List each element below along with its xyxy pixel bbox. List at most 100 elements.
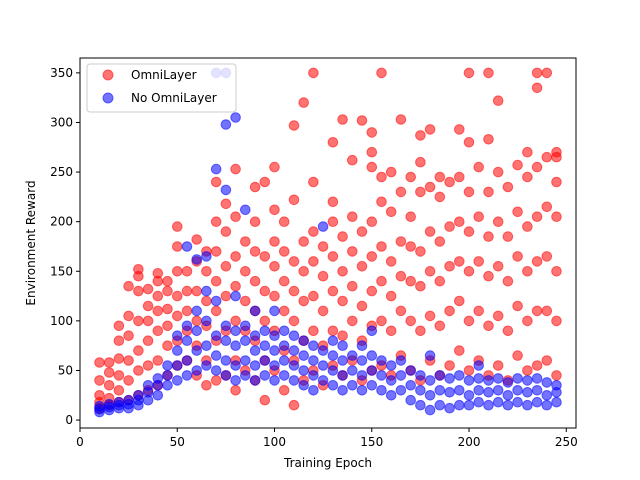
data-point — [473, 256, 485, 267]
data-point — [356, 261, 368, 272]
data-point — [133, 315, 144, 327]
data-point — [424, 375, 436, 386]
data-point — [424, 404, 436, 416]
data-point — [113, 370, 125, 381]
data-point — [172, 375, 183, 386]
data-point — [162, 370, 173, 381]
data-point — [473, 305, 485, 317]
data-point — [492, 385, 504, 396]
data-point — [133, 264, 144, 275]
data-point — [172, 360, 183, 371]
data-point — [288, 360, 300, 371]
data-point — [415, 186, 426, 198]
data-point — [473, 161, 485, 173]
data-point — [230, 375, 241, 386]
data-point — [123, 375, 134, 386]
data-point — [210, 365, 222, 376]
data-point — [434, 370, 446, 381]
data-point — [240, 295, 251, 307]
data-point — [366, 285, 378, 297]
data-point — [512, 159, 523, 171]
data-point — [94, 375, 105, 386]
x-tick-label: 100 — [263, 435, 286, 449]
data-point — [162, 340, 173, 352]
data-point — [278, 275, 290, 287]
data-point — [278, 305, 290, 317]
data-point — [278, 385, 290, 396]
legend-marker-no-omnilayer — [102, 92, 114, 104]
data-point — [220, 320, 232, 332]
data-point — [113, 385, 125, 396]
data-point — [230, 290, 241, 302]
data-point — [230, 360, 241, 371]
data-point — [483, 134, 494, 145]
data-point — [424, 390, 436, 401]
data-point — [463, 266, 475, 277]
data-point — [424, 310, 436, 322]
data-point — [376, 275, 387, 287]
data-point — [152, 268, 164, 279]
data-point — [434, 320, 446, 332]
data-point — [551, 176, 562, 188]
data-point — [181, 320, 193, 332]
data-point — [123, 330, 134, 342]
data-point — [483, 387, 494, 398]
data-point — [454, 385, 465, 396]
data-point — [259, 325, 271, 337]
data-point — [551, 211, 562, 222]
data-point — [541, 390, 553, 401]
data-point — [492, 360, 504, 371]
data-point — [454, 345, 465, 356]
data-point — [434, 236, 446, 247]
data-point — [444, 373, 455, 384]
series-no-omnilayer — [94, 67, 562, 418]
data-point — [259, 370, 271, 381]
data-point — [502, 275, 514, 287]
data-point — [191, 234, 202, 245]
y-tick-label: 0 — [65, 413, 73, 427]
data-point — [463, 390, 475, 401]
data-point — [473, 373, 485, 384]
data-point — [220, 184, 232, 196]
data-point — [317, 360, 329, 371]
data-point — [123, 310, 134, 322]
data-point — [366, 350, 378, 361]
data-point — [356, 300, 368, 312]
data-point — [317, 305, 329, 317]
data-point — [395, 114, 407, 125]
data-point — [356, 340, 368, 352]
data-point — [376, 385, 387, 396]
data-point — [531, 385, 543, 396]
data-point — [113, 320, 125, 332]
data-point — [385, 166, 397, 178]
data-point — [308, 385, 319, 396]
data-point — [113, 396, 125, 408]
data-point — [308, 325, 319, 337]
plot-frame — [79, 57, 577, 429]
data-point — [541, 67, 553, 79]
y-tick-label: 250 — [50, 165, 73, 179]
data-point — [366, 127, 378, 138]
data-point — [473, 396, 485, 408]
x-tick-label: 200 — [458, 435, 481, 449]
data-point — [162, 360, 173, 371]
data-point — [259, 340, 271, 352]
data-point — [259, 394, 271, 406]
data-point — [483, 231, 494, 242]
data-point — [210, 176, 222, 188]
data-point — [327, 325, 339, 337]
data-point — [94, 390, 105, 401]
data-point — [269, 261, 280, 272]
data-point — [366, 365, 378, 376]
data-point — [191, 285, 202, 297]
data-point — [172, 310, 183, 322]
data-point — [415, 399, 426, 411]
data-point — [434, 171, 446, 183]
data-point — [337, 231, 348, 242]
data-point — [415, 246, 426, 257]
data-point — [201, 340, 212, 352]
data-point — [152, 325, 164, 337]
data-point — [172, 345, 183, 356]
data-point — [531, 211, 543, 222]
